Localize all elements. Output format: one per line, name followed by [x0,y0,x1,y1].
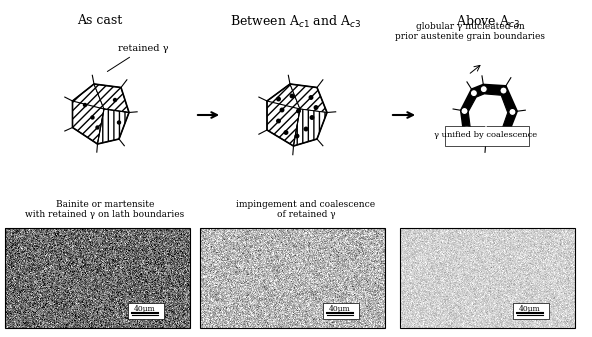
Polygon shape [94,84,129,113]
Text: impingement and coalescence
of retained γ: impingement and coalescence of retained … [236,200,375,219]
Circle shape [480,86,487,93]
Circle shape [83,103,86,106]
Bar [400,228,575,328]
Circle shape [295,134,299,138]
Polygon shape [72,84,129,144]
Text: globular γ nucleated on
prior austenite grain boundaries: globular γ nucleated on prior austenite … [395,22,545,41]
Circle shape [500,87,507,94]
Text: γ unified by coalescence: γ unified by coalescence [435,131,538,139]
Circle shape [114,98,117,101]
Circle shape [314,106,318,109]
Circle shape [461,108,468,115]
Text: 40μm: 40μm [519,305,541,313]
Text: 40μm: 40μm [134,305,156,313]
Circle shape [91,116,94,119]
Circle shape [509,109,516,116]
Polygon shape [267,84,300,146]
Circle shape [464,126,471,133]
Bar [5,228,190,328]
Polygon shape [72,84,104,144]
Circle shape [471,90,477,97]
Circle shape [280,108,284,112]
Polygon shape [461,85,517,144]
Polygon shape [98,109,129,144]
FancyBboxPatch shape [445,126,529,146]
Bar [200,228,385,328]
Circle shape [276,97,280,101]
Circle shape [117,121,121,124]
Polygon shape [290,84,327,113]
Circle shape [290,94,294,98]
Circle shape [310,116,314,119]
Text: retained γ: retained γ [107,44,169,71]
Circle shape [96,126,99,129]
Circle shape [482,136,490,143]
Text: Above A$_{c3}$: Above A$_{c3}$ [456,14,520,30]
Circle shape [304,127,308,131]
Polygon shape [468,94,508,135]
Circle shape [500,131,507,138]
Circle shape [276,119,280,123]
Circle shape [284,131,288,134]
Text: Between A$_{c1}$ and A$_{c3}$: Between A$_{c1}$ and A$_{c3}$ [230,14,362,30]
Polygon shape [267,84,327,146]
FancyBboxPatch shape [128,303,164,319]
Text: 40μm: 40μm [329,305,351,313]
FancyBboxPatch shape [513,303,549,319]
FancyBboxPatch shape [323,303,359,319]
Circle shape [309,96,313,99]
Polygon shape [294,109,327,146]
Text: Bainite or martensite
with retained γ on lath boundaries: Bainite or martensite with retained γ on… [25,200,185,219]
Text: As cast: As cast [78,14,123,27]
Circle shape [297,109,300,113]
